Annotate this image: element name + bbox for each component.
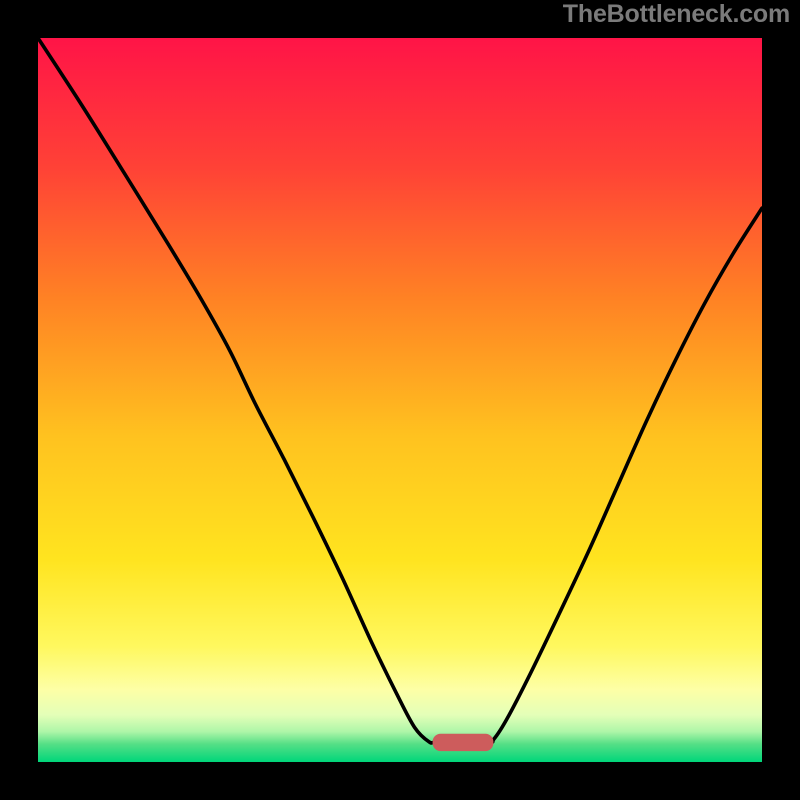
- chart-container: TheBottleneck.com: [0, 0, 800, 800]
- watermark-text: TheBottleneck.com: [563, 0, 790, 29]
- bottleneck-chart: [0, 0, 800, 800]
- chart-background: [38, 38, 762, 762]
- optimal-marker: [433, 734, 494, 751]
